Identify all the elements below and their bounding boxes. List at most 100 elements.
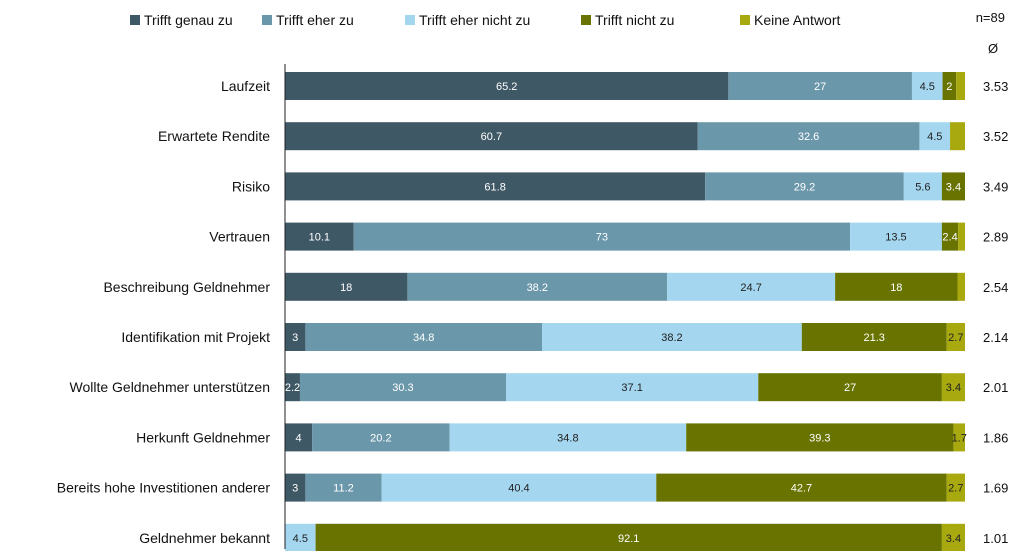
value-label: 29.2 (794, 181, 815, 193)
legend-item: Trifft nicht zu (581, 12, 674, 28)
value-label: 32.6 (798, 131, 819, 143)
value-label: 11.2 (333, 483, 354, 495)
average-value: 2.54 (983, 280, 1008, 295)
value-label: 18 (340, 282, 352, 294)
bar-segment (946, 473, 965, 502)
legend-label: Keine Antwort (754, 12, 840, 28)
bar-row: Identifikation mit Projekt 3 34.8 38.2 21.3 2… (121, 323, 1008, 351)
value-label: 30.3 (392, 382, 413, 394)
legend-swatch (405, 15, 415, 25)
value-label: 1.7 (952, 432, 967, 444)
value-label: 60.7 (481, 131, 502, 143)
value-label: 4.5 (927, 131, 942, 143)
average-value: 2.89 (983, 230, 1008, 245)
bar-segment (919, 122, 951, 151)
bar-row: Erwartete Rendite 60.7 32.6 4.5 3.52 (158, 122, 1008, 151)
bars: Laufzeit 65.2 27 4.5 2 3.53 Erwartete Rendite 6… (57, 72, 1008, 551)
legend-item: Trifft genau zu (130, 12, 233, 28)
bar-segment (656, 473, 947, 502)
value-label: 38.2 (527, 282, 548, 294)
bar-segment (957, 272, 965, 301)
bar-row: Risiko 61.8 29.2 5.6 3.4 3.49 (232, 172, 1008, 201)
bar-segment (850, 222, 942, 251)
bar-segment (285, 222, 354, 251)
category-label: Identifikation mit Projekt (121, 329, 270, 345)
category-label: Vertrauen (209, 229, 270, 245)
bar-segment (305, 323, 543, 351)
value-label: 2.4 (942, 232, 957, 244)
bar-segment (953, 423, 965, 452)
value-label: 39.3 (809, 432, 830, 444)
bar-segment (946, 323, 965, 351)
category-label: Laufzeit (221, 78, 270, 94)
bar-segment (942, 72, 957, 100)
bar-segment (353, 222, 851, 251)
value-label: 3.4 (946, 181, 961, 193)
value-label: 20.2 (370, 432, 391, 444)
bar-segment (285, 323, 306, 351)
average-value: 3.52 (983, 129, 1008, 144)
bar-row: Laufzeit 65.2 27 4.5 2 3.53 (221, 72, 1008, 100)
value-label: 4 (296, 432, 302, 444)
bar-segment (705, 172, 904, 201)
value-label: 2.7 (948, 483, 963, 495)
bar-segment (903, 172, 942, 201)
legend-swatch (740, 15, 750, 25)
value-label: 38.2 (661, 332, 682, 344)
legend-swatch (262, 15, 272, 25)
value-label: 42.7 (791, 483, 812, 495)
average-value: 2.14 (983, 330, 1008, 345)
bar-segment (285, 272, 408, 301)
bar-segment (542, 323, 802, 351)
value-label: 2.7 (948, 332, 963, 344)
value-label: 24.7 (740, 282, 761, 294)
bar-segment (728, 72, 912, 100)
bar-segment (667, 272, 836, 301)
category-label: Geldnehmer bekannt (139, 530, 270, 546)
bar-segment (686, 423, 954, 452)
legend-label: Trifft genau zu (144, 12, 233, 28)
bar-segment (449, 423, 687, 452)
legend-item: Keine Antwort (740, 12, 840, 28)
average-value: 1.69 (983, 481, 1008, 496)
bar-segment (285, 172, 706, 201)
bar-segment (315, 523, 942, 551)
bar-segment (911, 72, 943, 100)
value-label: 3.4 (946, 382, 961, 394)
bar-segment (299, 373, 506, 402)
bar-row: Bereits hohe Investitionen anderer 3 11.2 4… (57, 473, 1008, 502)
legend-swatch (130, 15, 140, 25)
category-label: Risiko (232, 178, 270, 194)
bar-segment (285, 373, 300, 402)
bar-segment (941, 373, 965, 402)
average-value: 3.49 (983, 179, 1008, 194)
bar-segment (941, 222, 959, 251)
value-label: 73 (596, 232, 608, 244)
value-label: 4.5 (920, 81, 935, 93)
value-label: 3.4 (946, 533, 961, 545)
bar-segment (285, 122, 698, 151)
bar-segment (305, 473, 382, 502)
value-label: 10.1 (309, 232, 330, 244)
bar-segment (381, 473, 657, 502)
category-label: Wollte Geldnehmer unterstützen (69, 379, 270, 395)
value-label: 2.2 (285, 382, 300, 394)
value-label: 34.8 (413, 332, 434, 344)
legend: Trifft genau zu Trifft eher zu Trifft eher… (130, 12, 840, 28)
bar-segment (285, 72, 729, 100)
value-label: 5.6 (915, 181, 930, 193)
value-label: 92.1 (618, 533, 639, 545)
bar-segment (835, 272, 958, 301)
bar-segment (956, 72, 965, 100)
value-label: 65.2 (496, 81, 517, 93)
category-label: Beschreibung Geldnehmer (103, 279, 270, 295)
average-value: 3.53 (983, 79, 1008, 94)
bar-row: Vertrauen 10.1 73 13.5 2.4 2.89 (209, 222, 1008, 251)
average-value: 2.01 (983, 380, 1008, 395)
sample-size-label: n=89 (976, 10, 1005, 25)
category-label: Herkunft Geldnehmer (136, 429, 270, 445)
value-label: 18 (890, 282, 902, 294)
bar-row: Wollte Geldnehmer unterstützen 2.2 30.3 37.… (69, 373, 1008, 402)
value-label: 13.5 (885, 232, 906, 244)
